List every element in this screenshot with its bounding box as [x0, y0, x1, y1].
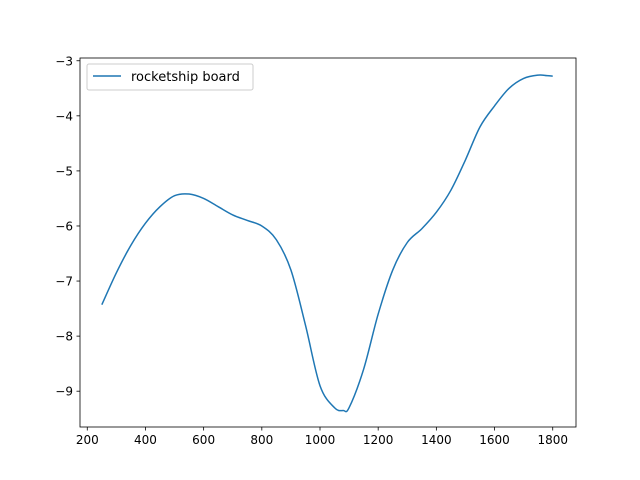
- x-tick-label: 1600: [479, 433, 510, 447]
- y-tick-label: −8: [55, 330, 73, 344]
- legend: rocketship board: [86, 63, 254, 91]
- legend-label: rocketship board: [131, 70, 240, 85]
- y-tick-label: −5: [55, 164, 73, 178]
- y-axis: −9 −8 −7 −6 −5 −4 −3: [55, 54, 80, 399]
- x-tick-label: 1000: [305, 433, 336, 447]
- plot-area: [101, 74, 553, 413]
- y-tick-label: −4: [55, 109, 73, 123]
- y-tick-label: −7: [55, 275, 73, 289]
- series-line-0: [101, 74, 553, 413]
- x-tick-label: 1800: [537, 433, 568, 447]
- x-tick-label: 1200: [363, 433, 394, 447]
- x-tick-label: 800: [250, 433, 273, 447]
- y-tick-label: −9: [55, 385, 73, 399]
- axes-frame: [79, 57, 577, 428]
- y-tick-label: −6: [55, 219, 73, 233]
- y-tick-label: −3: [55, 54, 73, 68]
- x-tick-label: 600: [192, 433, 215, 447]
- x-tick-label: 400: [134, 433, 157, 447]
- x-tick-label: 1400: [421, 433, 452, 447]
- legend-box: [86, 63, 254, 91]
- x-tick-label: 200: [76, 433, 99, 447]
- x-axis: 200 400 600 800 1000 1200 1400 1600 1800: [76, 427, 568, 447]
